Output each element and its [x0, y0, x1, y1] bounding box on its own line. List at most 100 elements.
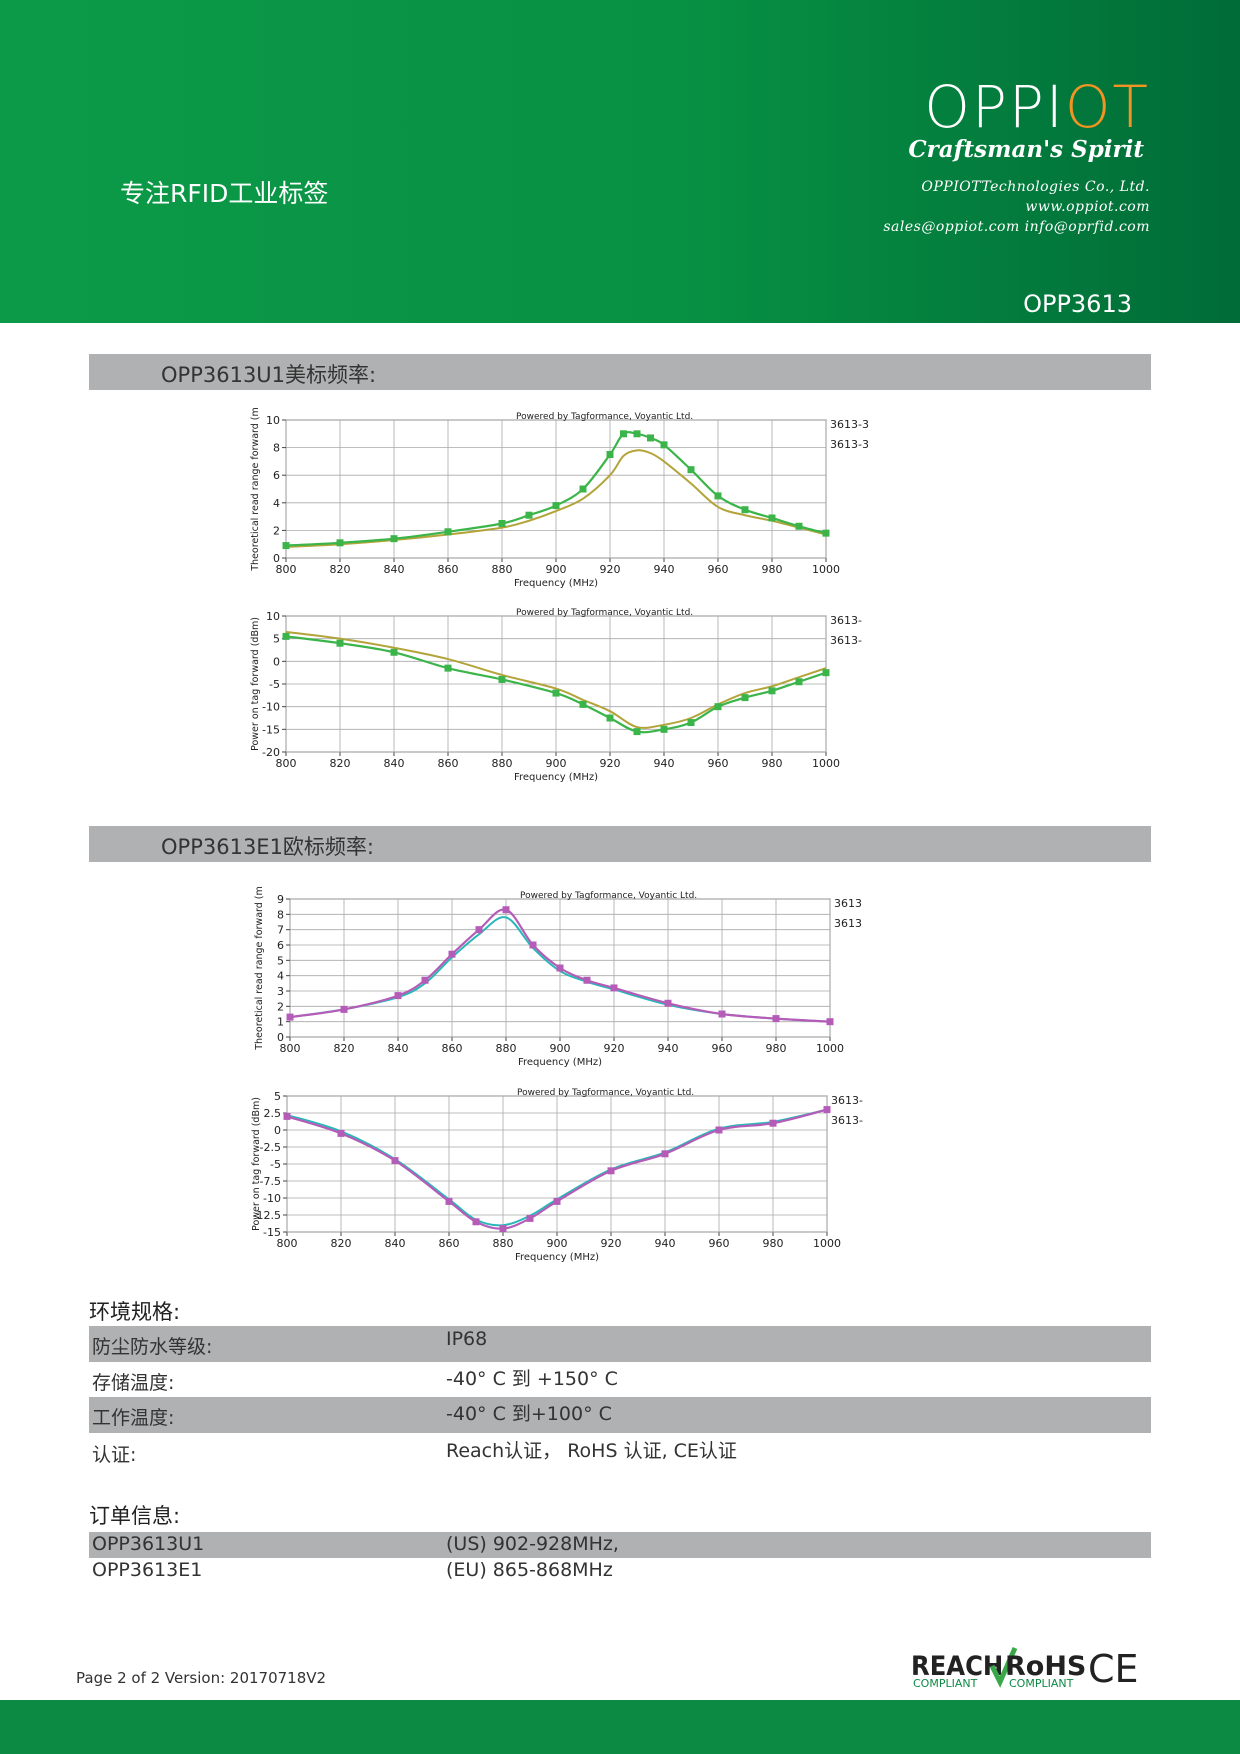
data-point [660, 441, 668, 449]
data-point [768, 687, 776, 695]
reach-compliant-text: COMPLIANT [913, 1677, 978, 1690]
series-line [285, 635, 827, 734]
y-tick-label: -7.5 [260, 1175, 281, 1188]
legend-entry: 3613- [830, 614, 862, 627]
data-point [553, 1197, 561, 1205]
series-line [285, 630, 827, 729]
chart-svg: 800 820 840 860 880 900 920 940 960 980 1000 -20 -15… [250, 608, 862, 783]
data-point [282, 632, 290, 640]
data-point [633, 728, 641, 736]
data-point [421, 976, 429, 984]
data-point [822, 529, 830, 537]
data-point [647, 434, 654, 442]
company-name: OPPIOTTechnologies Co., Ltd. [921, 179, 1150, 195]
env-row-certification: 认证: Reach认证， RoHS 认证, CE认证 [89, 1434, 1151, 1470]
data-point [391, 1157, 399, 1165]
data-point [768, 514, 776, 522]
y-axis-label: Theoretical read range forward (m [254, 886, 265, 1051]
chart-svg: 800 820 840 860 880 900 920 940 960 980 1000 0 1 2 3 4 5… [254, 886, 862, 1068]
x-tick-label: 960 [712, 1042, 733, 1055]
x-tick-label: 840 [384, 563, 405, 576]
data-point [445, 1197, 453, 1205]
logo-slogan: Craftsman's Spirit [908, 136, 1144, 163]
y-tick-label: -10 [263, 1192, 281, 1205]
legend-entry: 3613-3 [830, 418, 869, 431]
data-point [475, 926, 483, 934]
tagline: 专注RFID工业标签 [120, 179, 329, 208]
x-axis-label: Frequency (MHz) [514, 578, 598, 589]
x-tick-label: 900 [546, 563, 567, 576]
chart-title: Powered by Tagformance, Voyantic Ltd. [520, 891, 697, 901]
y-tick-label: 5 [277, 954, 284, 967]
section-bar-eu: OPP3613E1欧标频率: [89, 826, 1151, 862]
data-point [606, 714, 614, 722]
data-point [579, 485, 587, 493]
company-logo: OPPIOT [924, 78, 1150, 136]
order-part-number: OPP3613E1 [92, 1559, 203, 1581]
x-tick-label: 960 [708, 563, 729, 576]
y-tick-label: 0 [274, 1124, 281, 1137]
data-point [769, 1119, 777, 1127]
data-point [741, 506, 749, 514]
x-tick-label: 1000 [812, 563, 840, 576]
logo-text-part2: OT [1064, 73, 1150, 141]
x-tick-label: 820 [330, 563, 351, 576]
x-tick-label: 820 [334, 1042, 355, 1055]
x-tick-label: 940 [658, 1042, 679, 1055]
y-tick-label: 1 [277, 1016, 284, 1029]
y-tick-label: 4 [277, 970, 284, 983]
data-point [336, 639, 344, 647]
x-tick-label: 860 [438, 757, 459, 770]
chart-svg: 800 820 840 860 880 900 920 940 960 980 1000 0 2 4 6 8 1… [250, 407, 869, 589]
x-tick-label: 900 [546, 757, 567, 770]
x-axis-label: Frequency (MHz) [518, 1057, 602, 1068]
order-frequency: (EU) 865-868MHz [446, 1559, 613, 1581]
legend-entry: 3613 [834, 897, 862, 910]
y-tick-label: 9 [277, 893, 284, 906]
page-info: Page 2 of 2 Version: 20170718V2 [76, 1669, 327, 1687]
data-point [714, 703, 722, 711]
env-label: 工作温度: [92, 1407, 175, 1429]
company-contact: OPPIOTTechnologies Co., Ltd. www.oppiot.… [883, 177, 1150, 237]
env-row-operating: 工作温度: -40° C 到+100° C [89, 1397, 1151, 1433]
data-point [687, 466, 695, 474]
legend-entry: 3613- [831, 1094, 863, 1107]
section-title-us: OPP3613U1美标频率: [161, 363, 377, 387]
section-title-eu: OPP3613E1欧标频率: [161, 835, 375, 859]
env-value: -40° C 到 +150° C [446, 1368, 618, 1390]
data-point [664, 999, 672, 1007]
x-tick-label: 920 [604, 1042, 625, 1055]
chart-title: Powered by Tagformance, Voyantic Ltd. [516, 608, 693, 618]
x-axis-label: Frequency (MHz) [514, 772, 598, 783]
header-banner: 专注RFID工业标签 OPPIOT Craftsman's Spirit OPP… [0, 0, 1240, 323]
data-point [822, 669, 830, 677]
logo-text-part1: OPPI [924, 73, 1065, 141]
x-tick-label: 1000 [813, 1237, 841, 1250]
data-point [448, 950, 456, 958]
data-point [282, 542, 290, 550]
y-tick-label: -15 [262, 723, 280, 736]
data-point [498, 520, 506, 527]
chart-us-power-on-tag: 800 820 840 860 880 900 920 940 960 980 1000 -20 -15… [240, 607, 865, 792]
rohs-logo-text: RoHS [1005, 1651, 1086, 1682]
rohs-check-icon [989, 1646, 1018, 1688]
y-tick-label: 2 [273, 524, 280, 537]
company-website: www.oppiot.com [1025, 199, 1150, 215]
y-tick-label: 8 [273, 442, 280, 455]
env-heading: 环境规格: [89, 1300, 181, 1324]
y-tick-label: 2.5 [264, 1107, 282, 1120]
data-point [579, 700, 587, 708]
data-point [606, 451, 614, 458]
x-tick-label: 800 [276, 757, 297, 770]
env-row-ip: 防尘防水等级: IP68 [89, 1326, 1151, 1362]
data-point [741, 694, 749, 702]
x-tick-label: 980 [762, 757, 783, 770]
y-tick-label: 10 [266, 414, 280, 427]
ce-mark: CE [1088, 1647, 1139, 1691]
data-point [826, 1018, 834, 1026]
data-point [390, 648, 398, 656]
x-tick-label: 1000 [816, 1042, 844, 1055]
y-tick-label: 0 [277, 1031, 284, 1044]
order-frequency: (US) 902-928MHz, [446, 1533, 619, 1555]
rohs-compliant-text: COMPLIANT [1009, 1677, 1074, 1690]
